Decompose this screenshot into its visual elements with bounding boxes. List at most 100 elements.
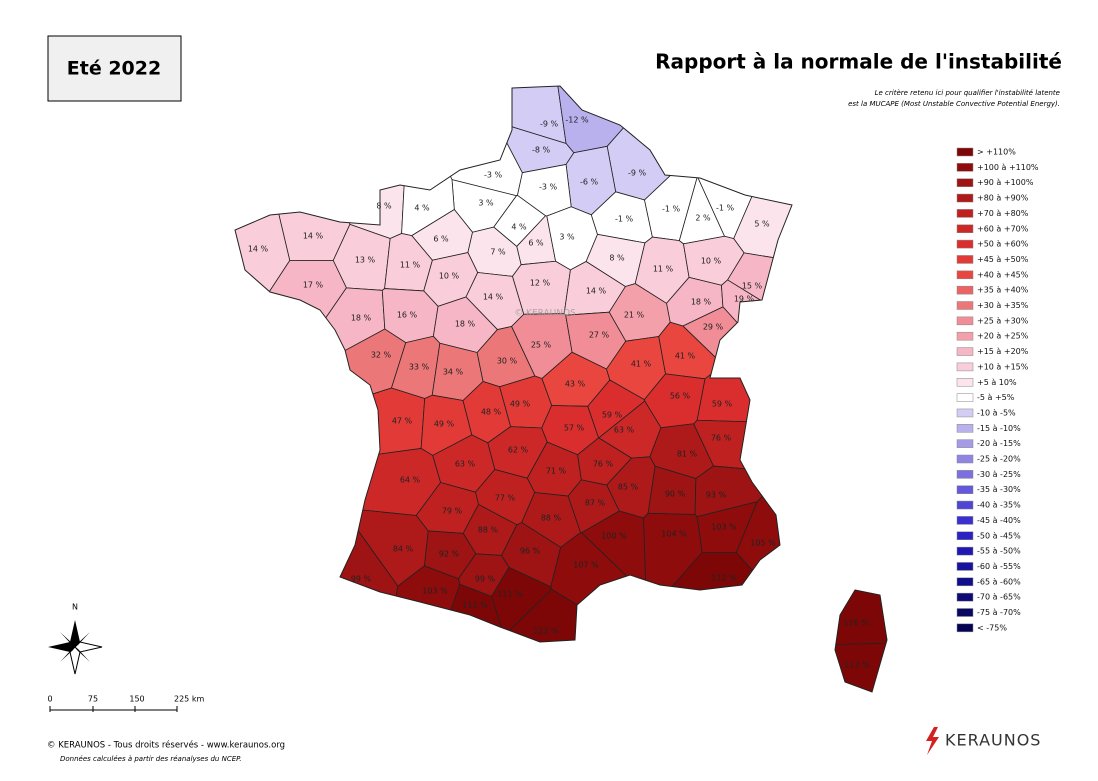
department	[235, 328, 407, 443]
department-label: 99 %	[475, 575, 496, 584]
legend-swatch	[956, 562, 974, 571]
department	[235, 86, 291, 399]
legend-swatch	[956, 347, 974, 356]
department-label: 62 %	[508, 446, 529, 455]
department	[447, 86, 567, 145]
department-label: 96 %	[520, 547, 541, 556]
legend-swatch	[956, 316, 974, 326]
department-label: 103 %	[711, 523, 737, 532]
department-label: 8 %	[376, 202, 392, 211]
legend-swatch	[956, 224, 974, 233]
legend-swatch	[956, 178, 974, 187]
department-label: 18 %	[455, 320, 476, 329]
department-label: 77 %	[495, 494, 516, 503]
department-label: 99 %	[351, 575, 372, 584]
department-label: 84 %	[393, 545, 414, 554]
legend-label: +35 à +40%	[977, 286, 1029, 295]
department-label: 88 %	[478, 526, 499, 535]
legend-swatch	[956, 577, 974, 587]
department-label: 56 %	[670, 392, 691, 401]
title: Rapport à la normale de l'instabilité	[655, 50, 1062, 74]
logo-bolt	[926, 727, 939, 755]
department	[773, 476, 887, 647]
department-label: 3 %	[478, 199, 494, 208]
department-label: 116 %	[843, 619, 869, 628]
legend-swatch	[956, 331, 974, 341]
legend-swatch	[956, 592, 974, 602]
department-label: 30 %	[497, 357, 518, 366]
department-label: 105 %	[750, 539, 776, 548]
department-label: 6 %	[528, 239, 544, 248]
department-label: -9 %	[628, 169, 647, 178]
department-label: 7 %	[490, 248, 506, 257]
department-label: 76 %	[593, 460, 614, 469]
legend-label: +40 à +45%	[977, 270, 1029, 279]
department-label: 71 %	[546, 467, 567, 476]
department-label: -12 %	[565, 116, 589, 125]
legend-label: -45 à -40%	[977, 516, 1021, 525]
department-label: 49 %	[434, 420, 455, 429]
legend-swatch	[956, 623, 974, 633]
department-label: 57 %	[564, 424, 585, 433]
department-label: 59 %	[602, 411, 623, 420]
department-label: 33 %	[409, 363, 430, 372]
department-label: 29 %	[703, 323, 724, 332]
department-label: 11 %	[653, 265, 674, 274]
legend-label: -30 à -25%	[977, 470, 1021, 479]
legend-label: +60 à +70%	[977, 224, 1029, 233]
legend-swatch	[956, 531, 974, 540]
department	[693, 419, 887, 473]
subtitle: Le critère retenu ici pour qualifier l'i…	[875, 89, 1060, 97]
department-label: 76 %	[711, 434, 732, 443]
legend-label: +50 à +60%	[977, 240, 1029, 249]
legend-label: > +110%	[977, 148, 1016, 157]
department-label: 100 %	[601, 532, 627, 541]
department-label: 43 %	[565, 380, 586, 389]
legend-swatch	[956, 424, 974, 433]
department-label: -8 %	[532, 146, 551, 155]
department	[727, 252, 887, 387]
department-label: 5 %	[754, 220, 770, 229]
coastline	[234, 85, 793, 643]
department-label: 112 %	[462, 601, 488, 610]
department-label: 59 %	[712, 400, 733, 409]
department-label: 93 %	[706, 491, 727, 500]
legend-swatch	[956, 454, 974, 464]
department-label: 64 %	[400, 476, 421, 485]
department	[735, 426, 887, 610]
legend-label: +5 à 10%	[977, 378, 1017, 387]
legend-swatch	[956, 470, 974, 479]
department	[731, 642, 887, 692]
legend-label: -75 à -70%	[977, 608, 1021, 617]
department-label: 103 %	[422, 587, 448, 596]
legend-label: +20 à +25%	[977, 332, 1029, 341]
legend-label: -15 à -10%	[977, 424, 1021, 433]
department-label: 16 %	[397, 311, 418, 320]
legend-label: -10 à -5%	[977, 408, 1016, 417]
department-label: 18 %	[691, 298, 712, 307]
department-label: 47 %	[392, 417, 413, 426]
scale-label: 150	[129, 695, 144, 704]
legend-swatch	[956, 378, 974, 387]
scale-label: 225 km	[174, 695, 204, 704]
legend-swatch	[956, 270, 974, 280]
legend-label: +100 à +110%	[977, 163, 1039, 172]
department-label: 32 %	[371, 351, 392, 360]
legend-label: -70 à -65%	[977, 593, 1021, 602]
department-label: -9 %	[540, 120, 559, 129]
legend-label: +70 à +80%	[977, 209, 1029, 218]
department-label: 90 %	[665, 490, 686, 499]
legend-label: -40 à -35%	[977, 501, 1021, 510]
department-label: 4 %	[414, 204, 430, 213]
department-label: 25 %	[531, 341, 552, 350]
legend-label: -55 à -50%	[977, 547, 1021, 556]
department-label: 107 %	[573, 561, 599, 570]
department-label: -1 %	[716, 204, 735, 213]
compass	[48, 620, 103, 675]
scale-label: 75	[88, 695, 98, 704]
legend-swatch	[956, 163, 974, 172]
legend-swatch	[956, 485, 974, 494]
department-label: 14 %	[248, 245, 269, 254]
coastline	[834, 589, 888, 693]
